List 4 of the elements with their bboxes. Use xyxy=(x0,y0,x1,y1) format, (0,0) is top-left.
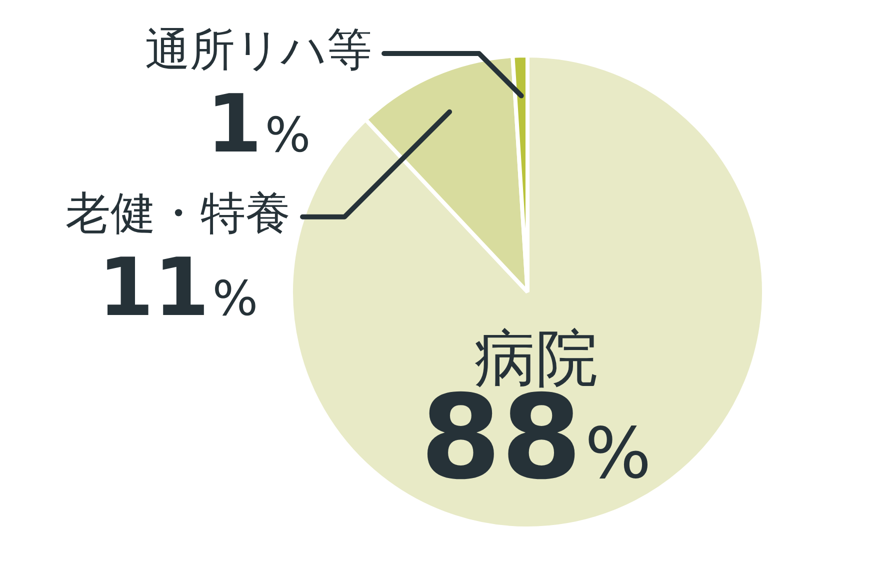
slice-label: 通所リハ等 xyxy=(145,23,372,76)
data-label: 11% xyxy=(98,240,258,334)
data-label: 1% xyxy=(206,78,311,170)
slice-label: 老健・特養 xyxy=(66,186,291,240)
